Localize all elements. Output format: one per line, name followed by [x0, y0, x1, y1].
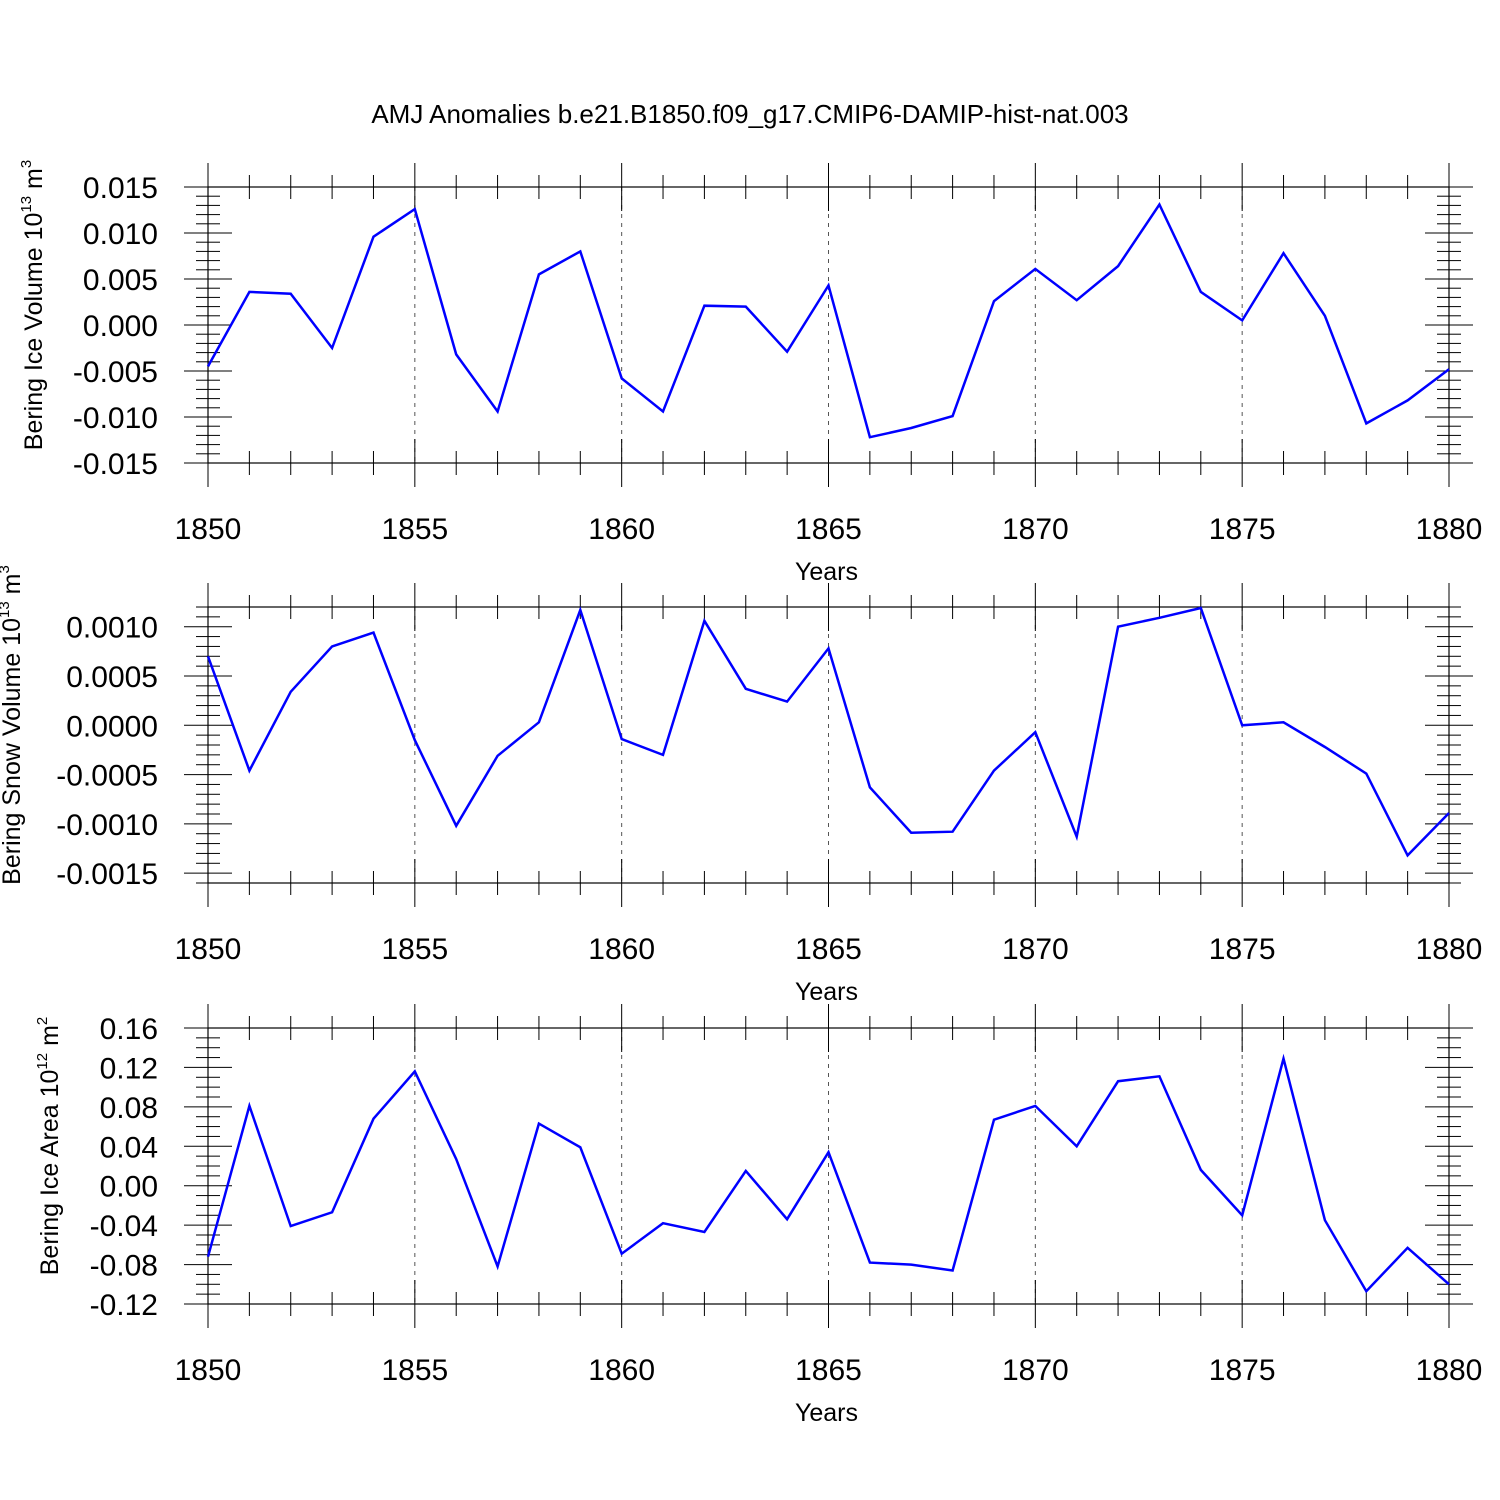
x-tick-label: 1850 — [175, 1354, 242, 1387]
x-axis-title: Years — [795, 978, 858, 1006]
x-tick-label: 1870 — [1002, 513, 1069, 546]
y-axis-title: Bering Ice Area 1012 m2 — [34, 1017, 64, 1276]
y-tick-label: 0.12 — [100, 1052, 158, 1085]
y-tick-label: 0.0005 — [66, 661, 158, 694]
y-tick-label: -0.005 — [73, 356, 158, 389]
x-tick-label: 1865 — [795, 933, 862, 966]
y-tick-label: 0.005 — [83, 264, 158, 297]
y-tick-label: 0.010 — [83, 218, 158, 251]
x-tick-label: 1860 — [588, 1354, 655, 1387]
x-tick-label: 1855 — [381, 1354, 448, 1387]
x-tick-label: 1880 — [1416, 933, 1483, 966]
y-tick-label: -0.0005 — [56, 760, 158, 793]
y-axis-title: Bering Snow Volume 1013 m3 — [0, 565, 26, 885]
x-tick-label: 1860 — [588, 933, 655, 966]
panel-3: 1850 1855 1860 1865 1870 1875 1880 -0.12 -0.08 -0… — [34, 1004, 1482, 1427]
x-tick-label: 1875 — [1209, 513, 1276, 546]
x-tick-label: 1855 — [381, 513, 448, 546]
x-axis-title: Years — [795, 558, 858, 586]
y-tick-label: -0.015 — [73, 448, 158, 481]
y-tick-label: 0.08 — [100, 1092, 158, 1125]
y-tick-label: 0.16 — [100, 1013, 158, 1046]
panel-1: 1850 1855 1860 1865 1870 1875 1880 -0.015 -0.010… — [18, 160, 1482, 586]
y-tick-label: 0.04 — [100, 1131, 158, 1164]
x-tick-label: 1875 — [1209, 1354, 1276, 1387]
x-tick-label: 1865 — [795, 513, 862, 546]
y-tick-label: -0.010 — [73, 402, 158, 435]
series-line — [206, 201, 1450, 439]
y-tick-label: 0.015 — [83, 172, 158, 205]
y-tick-label: -0.12 — [90, 1289, 158, 1322]
x-tick-label: 1880 — [1416, 1354, 1483, 1387]
x-tick-label: 1880 — [1416, 513, 1483, 546]
y-tick-label: 0.0010 — [66, 612, 158, 645]
series-line — [206, 1053, 1450, 1294]
x-tick-label: 1850 — [175, 933, 242, 966]
x-tick-label: 1870 — [1002, 1354, 1069, 1387]
chart-title: AMJ Anomalies b.e21.B1850.f09_g17.CMIP6-… — [371, 99, 1128, 129]
y-tick-label: -0.0010 — [56, 809, 158, 842]
x-tick-label: 1875 — [1209, 933, 1276, 966]
y-axis-title: Bering Ice Volume 1013 m3 — [18, 160, 48, 450]
x-tick-label: 1860 — [588, 513, 655, 546]
panel-2: 1850 1855 1860 1865 1870 1875 1880 -0.0015 -0.00… — [0, 565, 1482, 1006]
x-tick-label: 1865 — [795, 1354, 862, 1387]
x-axis-title: Years — [795, 1399, 858, 1427]
y-tick-label: 0.00 — [100, 1171, 158, 1204]
y-tick-label: 0.0000 — [66, 710, 158, 743]
y-tick-label: -0.04 — [90, 1210, 158, 1243]
y-tick-label: 0.000 — [83, 310, 158, 343]
x-tick-label: 1855 — [381, 933, 448, 966]
y-tick-label: -0.08 — [90, 1250, 158, 1283]
y-tick-label: -0.0015 — [56, 858, 158, 891]
x-tick-label: 1850 — [175, 513, 242, 546]
series-line — [206, 606, 1450, 858]
x-tick-label: 1870 — [1002, 933, 1069, 966]
